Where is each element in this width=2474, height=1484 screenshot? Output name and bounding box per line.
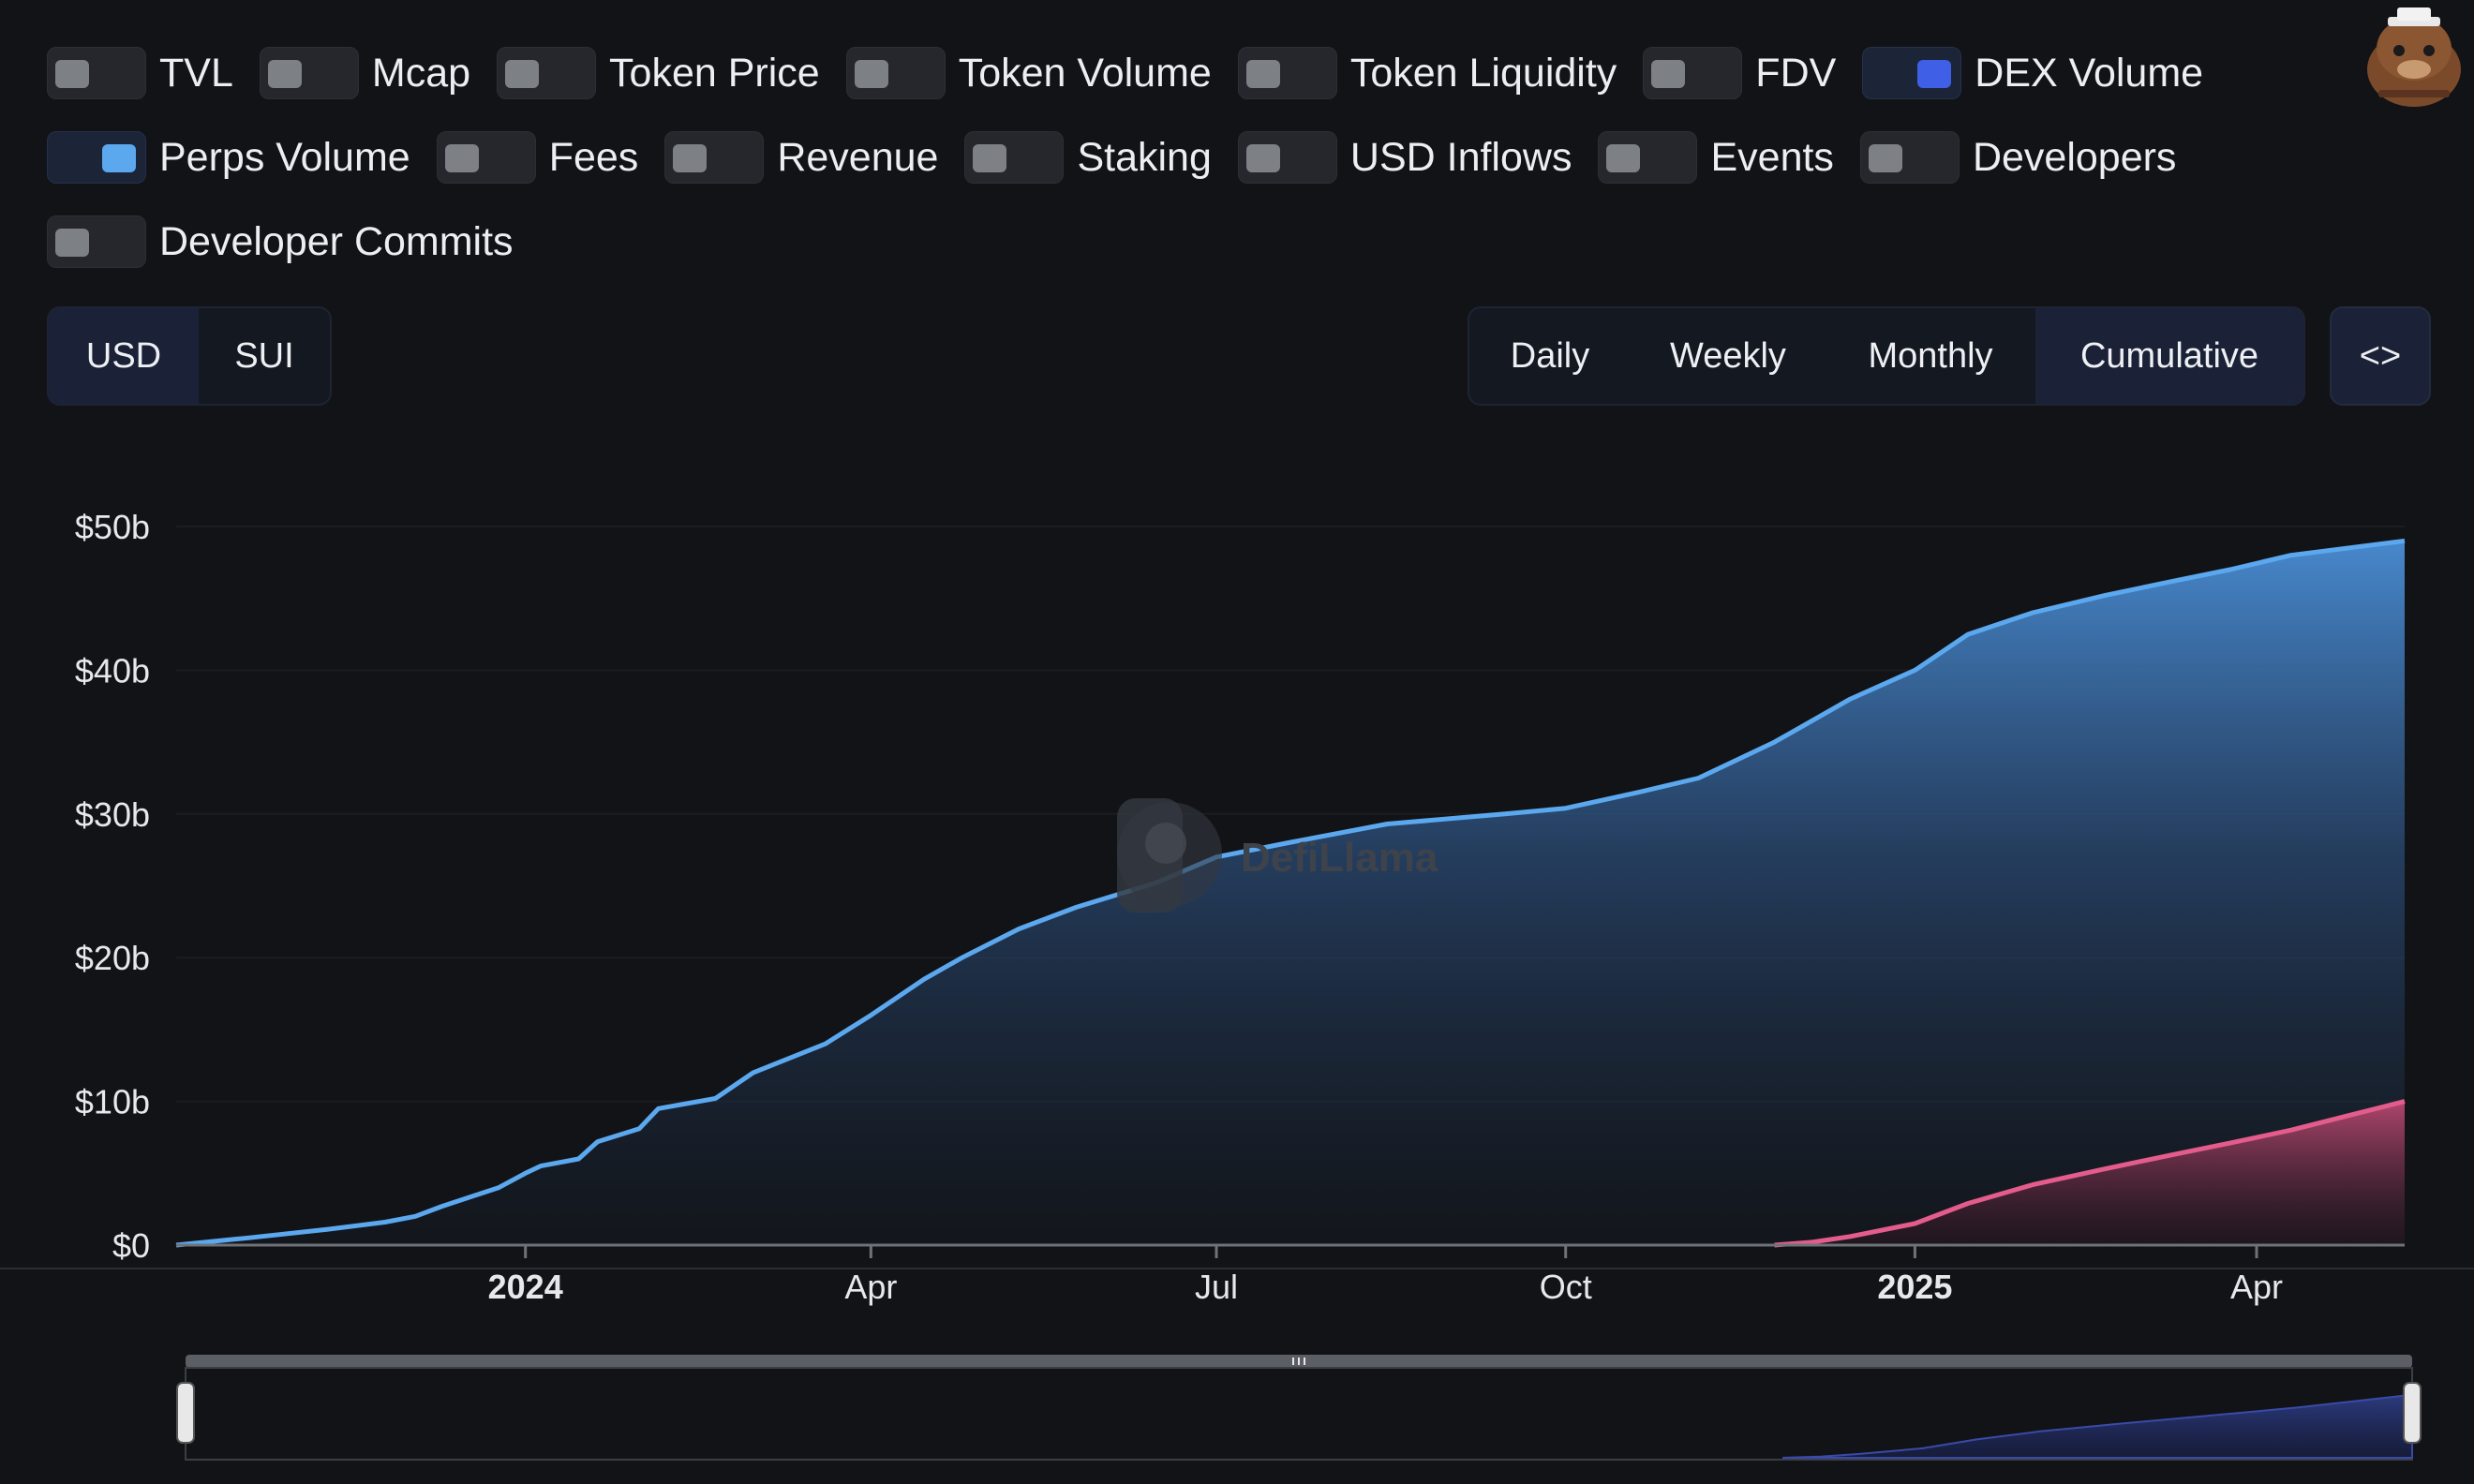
interval-daily-button[interactable]: Daily	[1510, 335, 1590, 376]
toggle-label: DEX Volume	[1975, 50, 2204, 96]
toggle-knob	[1868, 144, 1902, 172]
volume-chart: DefiLlama $0 $10b $20b $30b $40b $50b 2024 Apr…	[0, 508, 2474, 1461]
toggle-knob	[973, 144, 1007, 172]
toggle-label: Token Volume	[958, 50, 1212, 96]
toggle-knob	[267, 60, 302, 88]
interval-selector: Daily Weekly Monthly Cumulative	[1468, 306, 2305, 406]
toggle-knob	[673, 144, 708, 172]
interval-weekly-button[interactable]: Weekly	[1670, 335, 1786, 376]
series-0-line	[175, 538, 2406, 1248]
watermark: DefiLlama	[1117, 798, 1438, 913]
currency-sui-button[interactable]: SUI	[234, 335, 294, 376]
toggle-switch[interactable]	[47, 215, 146, 268]
toggle-row-3: Developer Commits	[47, 214, 540, 270]
x-tick-label: 2025	[1877, 1268, 1952, 1306]
toggle-knob	[102, 144, 136, 172]
toggle-knob	[1651, 60, 1686, 88]
x-tick-label: Oct	[1540, 1268, 1592, 1306]
toggle-switch[interactable]	[845, 47, 946, 99]
y-axis: $0 $10b $20b $30b $40b $50b	[75, 508, 150, 1265]
toggle-label: Developers	[1972, 134, 2177, 180]
toggle-label: FDV	[1755, 50, 1837, 96]
toggle-token-price[interactable]: Token Price	[497, 47, 820, 99]
embed-code-button[interactable]: <>	[2330, 306, 2431, 406]
user-avatar[interactable]	[2360, 4, 2468, 112]
toggle-usd-inflows[interactable]: USD Inflows	[1237, 131, 1572, 184]
toggle-label: Events	[1710, 134, 1834, 180]
toggle-label: Developer Commits	[159, 218, 514, 264]
toggle-developers[interactable]: Developers	[1859, 131, 2177, 184]
series-0-area	[176, 541, 2405, 1245]
y-tick-label: $0	[112, 1226, 150, 1265]
x-tick-label: 2024	[488, 1268, 563, 1306]
toggle-switch[interactable]	[1862, 47, 1962, 99]
toggle-switch[interactable]	[1237, 131, 1337, 184]
currency-usd-button[interactable]: USD	[49, 308, 199, 404]
toggle-token-liquidity[interactable]: Token Liquidity	[1237, 47, 1617, 99]
y-tick-label: $10b	[75, 1083, 150, 1121]
toggle-fdv[interactable]: FDV	[1643, 47, 1836, 99]
toggle-switch[interactable]	[259, 47, 359, 99]
toggle-knob	[854, 60, 888, 88]
range-handle-end[interactable]	[2403, 1382, 2422, 1444]
range-slider[interactable]	[176, 1355, 2422, 1461]
toggle-dex-volume[interactable]: DEX Volume	[1862, 47, 2203, 99]
series-1-line	[1774, 1099, 2406, 1248]
series-areas	[175, 538, 2406, 1248]
toggle-label: Mcap	[371, 50, 471, 96]
y-tick-label: $20b	[75, 939, 150, 977]
range-handle-start[interactable]	[176, 1382, 195, 1444]
toggle-revenue[interactable]: Revenue	[664, 131, 938, 184]
toggle-knob	[1245, 60, 1280, 88]
toggle-switch[interactable]	[47, 131, 146, 184]
toggle-switch[interactable]	[1643, 47, 1743, 99]
toggle-knob	[55, 229, 89, 257]
toggle-label: Fees	[548, 134, 639, 180]
toggle-switch[interactable]	[664, 131, 765, 184]
toggle-label: Revenue	[777, 134, 939, 180]
toggle-label: TVL	[159, 50, 233, 96]
watermark-text: DefiLlama	[1241, 835, 1438, 881]
y-tick-label: $50b	[75, 508, 150, 546]
toggle-switch[interactable]	[964, 131, 1065, 184]
toggle-row-2: Perps Volume Fees Revenue Staking USD Inflow…	[47, 129, 2202, 186]
toggle-label: Token Price	[609, 50, 820, 96]
interval-cumulative-button[interactable]: Cumulative	[2035, 308, 2303, 404]
toggle-label: USD Inflows	[1349, 134, 1572, 180]
toggle-knob	[444, 144, 479, 172]
toggle-switch[interactable]	[497, 47, 597, 99]
toggle-switch[interactable]	[1237, 47, 1337, 99]
x-tick-label: Apr	[844, 1268, 897, 1306]
currency-selector: USD SUI	[47, 306, 332, 406]
interval-monthly-button[interactable]: Monthly	[1868, 335, 1993, 376]
toggle-tvl[interactable]: TVL	[47, 47, 233, 99]
toggle-staking[interactable]: Staking	[964, 131, 1212, 184]
toggle-events[interactable]: Events	[1598, 131, 1834, 184]
toggle-label: Perps Volume	[159, 134, 410, 180]
toggle-label: Staking	[1077, 134, 1212, 180]
toggle-switch[interactable]	[1598, 131, 1698, 184]
toggle-perps-volume[interactable]: Perps Volume	[47, 131, 410, 184]
toggle-label: Token Liquidity	[1349, 50, 1617, 96]
x-tick-label: Apr	[2230, 1268, 2283, 1306]
y-tick-label: $40b	[75, 651, 150, 690]
toggle-token-volume[interactable]: Token Volume	[845, 47, 1212, 99]
toggle-knob	[1245, 144, 1280, 172]
toggle-developer-commits[interactable]: Developer Commits	[47, 215, 514, 268]
toggle-switch[interactable]	[47, 47, 146, 99]
toggle-mcap[interactable]: Mcap	[259, 47, 471, 99]
toggle-switch[interactable]	[1859, 131, 1960, 184]
llama-logo-icon	[1117, 798, 1222, 913]
toggle-fees[interactable]: Fees	[436, 131, 639, 184]
toggle-knob	[1917, 60, 1952, 88]
toggle-knob	[55, 60, 89, 88]
x-tick-label: Jul	[1195, 1268, 1238, 1306]
toggle-knob	[505, 60, 540, 88]
toggle-row-1: TVL Mcap Token Price Token Volume Token Liqu…	[47, 45, 2229, 101]
range-slider-preview	[1782, 1393, 2413, 1459]
x-axis: 2024 Apr Jul Oct 2025 Apr	[176, 1243, 2405, 1306]
toggle-knob	[1606, 144, 1641, 172]
y-tick-label: $30b	[75, 795, 150, 834]
toggle-switch[interactable]	[436, 131, 536, 184]
